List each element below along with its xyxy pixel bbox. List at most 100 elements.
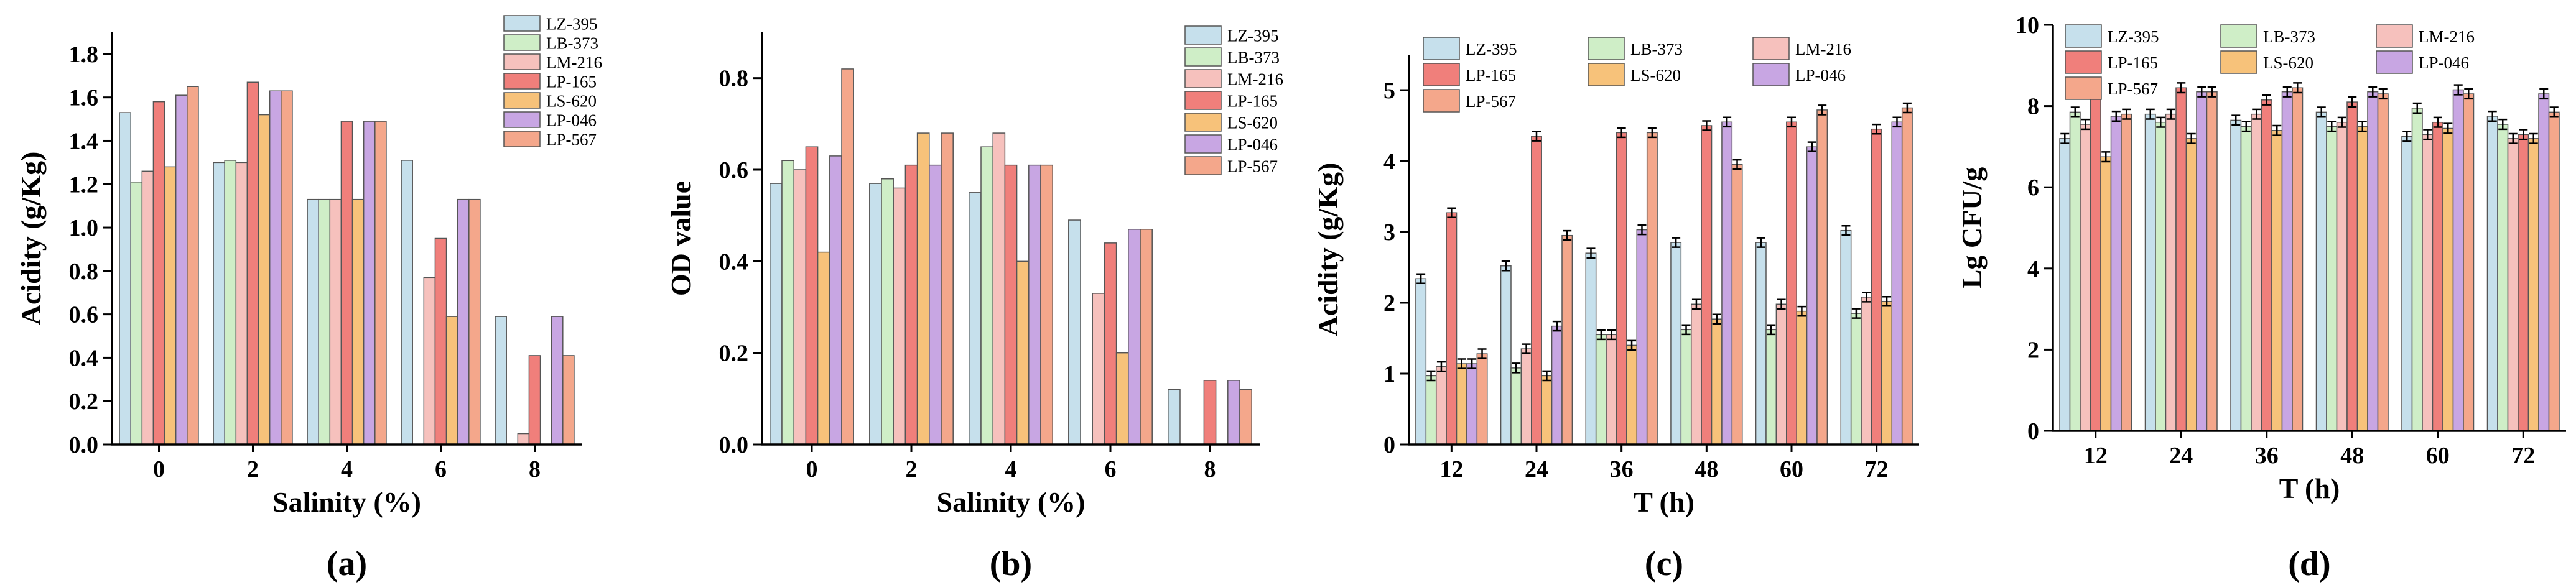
bar-lp-567-48 bbox=[2377, 93, 2389, 431]
bar-ls-620-36 bbox=[1626, 344, 1638, 445]
error-bar bbox=[2177, 82, 2186, 94]
bar-lm-216-72 bbox=[1861, 297, 1872, 445]
legend-label-lz-395: LZ-395 bbox=[1466, 40, 1517, 58]
error-bar bbox=[1416, 273, 1426, 285]
bar-lm-216-0 bbox=[793, 169, 807, 445]
bar-lz-395-36 bbox=[2230, 119, 2242, 431]
y-tick-label: 1.4 bbox=[69, 128, 99, 154]
y-tick-label: 0 bbox=[1383, 432, 1395, 458]
bar-lb-373-48 bbox=[2326, 126, 2338, 431]
legend-swatch-ls-620 bbox=[503, 92, 541, 109]
bar-lz-395-2 bbox=[213, 162, 225, 445]
bar-lm-216-2 bbox=[235, 162, 248, 445]
bar-ls-620-4 bbox=[351, 198, 365, 445]
legend-label-lz-395: LZ-395 bbox=[546, 15, 597, 34]
bar-lp-046-4 bbox=[363, 121, 376, 445]
bar-lm-216-60 bbox=[2422, 134, 2434, 431]
legend-label-lb-373: LB-373 bbox=[1227, 48, 1280, 67]
bar-ls-620-72 bbox=[1881, 300, 1893, 445]
y-tick-label: 0 bbox=[2027, 418, 2039, 445]
error-bar bbox=[2549, 106, 2559, 118]
bar-lp-165-36 bbox=[2261, 99, 2272, 431]
legend-label-lp-165: LP-165 bbox=[1227, 92, 1278, 111]
error-bar bbox=[1882, 295, 1892, 307]
bar-ls-620-2 bbox=[916, 132, 930, 445]
x-tick-label: 48 bbox=[2340, 443, 2364, 469]
y-tick-label: 0.4 bbox=[69, 345, 99, 371]
y-axis-title: OD value bbox=[665, 181, 697, 296]
error-bar bbox=[1787, 116, 1796, 128]
y-tick-label: 1.8 bbox=[69, 42, 99, 68]
error-bar bbox=[2060, 132, 2070, 144]
y-tick-label: 4 bbox=[1383, 149, 1395, 175]
legend-label-lp-046: LP-046 bbox=[2419, 53, 2469, 72]
error-bar bbox=[1596, 329, 1606, 341]
error-bar bbox=[2327, 121, 2337, 132]
error-bar bbox=[2207, 86, 2216, 98]
bar-ls-620-60 bbox=[1796, 310, 1808, 445]
bar-lm-216-24 bbox=[2165, 113, 2177, 431]
bar-lp-046-12 bbox=[2110, 116, 2122, 431]
bar-lp-567-72 bbox=[1901, 107, 1913, 445]
error-bar bbox=[1756, 237, 1765, 248]
y-tick-label: 2 bbox=[2027, 337, 2039, 363]
bar-lm-216-12 bbox=[1435, 366, 1447, 445]
legend-swatch-ls-620 bbox=[1184, 113, 1222, 132]
error-bar bbox=[1712, 313, 1721, 325]
x-tick-label: 48 bbox=[1695, 456, 1718, 482]
error-bar bbox=[1841, 224, 1851, 236]
error-bar bbox=[1807, 141, 1816, 152]
error-bar bbox=[2488, 110, 2497, 122]
bar-lp-567-0 bbox=[187, 86, 199, 445]
bar-lb-373-2 bbox=[224, 160, 237, 445]
error-bar bbox=[2508, 132, 2518, 144]
bar-lz-395-12 bbox=[1415, 278, 1427, 445]
error-bar bbox=[1637, 224, 1647, 236]
legend: LZ-395 LB-373 LM-216 LP-165 LS-620 LP-046 LP-5… bbox=[2065, 24, 2475, 100]
y-tick-label: 1.0 bbox=[69, 215, 99, 241]
bar-lm-216-4 bbox=[992, 132, 1006, 445]
error-bar bbox=[1818, 104, 1827, 116]
legend-swatch-lb-373 bbox=[1588, 37, 1625, 60]
bar-lz-395-24 bbox=[2144, 113, 2156, 431]
legend-label-lp-165: LP-165 bbox=[1466, 66, 1516, 85]
bar-lp-567-2 bbox=[281, 90, 293, 445]
legend-label-lb-373: LB-373 bbox=[546, 34, 598, 53]
x-tick-label: 4 bbox=[341, 456, 353, 482]
bar-lz-395-2 bbox=[869, 183, 882, 445]
bar-lp-165-2 bbox=[246, 81, 259, 445]
bar-lm-216-72 bbox=[2507, 138, 2519, 431]
bar-lp-046-48 bbox=[1721, 121, 1733, 445]
x-tick-label: 2 bbox=[247, 456, 259, 482]
error-bar bbox=[2453, 84, 2463, 96]
x-axis-title: Salinity (%) bbox=[272, 486, 421, 518]
y-tick-label: 0.2 bbox=[69, 389, 99, 415]
y-axis-title: Acidity (g/Kg) bbox=[1312, 163, 1344, 337]
x-tick-label: 6 bbox=[1105, 456, 1117, 482]
error-bar bbox=[2464, 88, 2473, 100]
error-bar bbox=[1512, 362, 1521, 374]
legend-swatch-lp-046 bbox=[1752, 63, 1790, 86]
legend-swatch-lp-046 bbox=[1184, 134, 1222, 154]
legend-label-lp-165: LP-165 bbox=[2108, 53, 2158, 72]
bar-lb-373-12 bbox=[1425, 375, 1437, 445]
bar-ls-620-6 bbox=[445, 316, 458, 445]
bar-lm-216-12 bbox=[2080, 124, 2091, 431]
bar-ls-620-2 bbox=[258, 114, 271, 445]
bar-lp-165-4 bbox=[1004, 164, 1018, 445]
bar-ls-620-72 bbox=[2527, 138, 2539, 431]
error-bar bbox=[1902, 102, 1912, 114]
y-tick-label: 0.4 bbox=[719, 249, 749, 275]
error-bar bbox=[2348, 96, 2357, 108]
bar-lb-373-0 bbox=[130, 182, 143, 445]
legend-label-lm-216: LM-216 bbox=[546, 53, 602, 72]
bar-lz-395-8 bbox=[1168, 389, 1181, 445]
legend: LZ-395 LB-373 LM-216 LP-165 LS-620 LP-046 LP-5… bbox=[1184, 25, 1283, 176]
bar-lp-165-6 bbox=[1104, 242, 1117, 445]
bar-lp-165-24 bbox=[2175, 87, 2187, 431]
error-bar bbox=[1467, 358, 1477, 369]
error-bar bbox=[2358, 121, 2367, 132]
bar-lp-046-24 bbox=[1551, 325, 1563, 445]
